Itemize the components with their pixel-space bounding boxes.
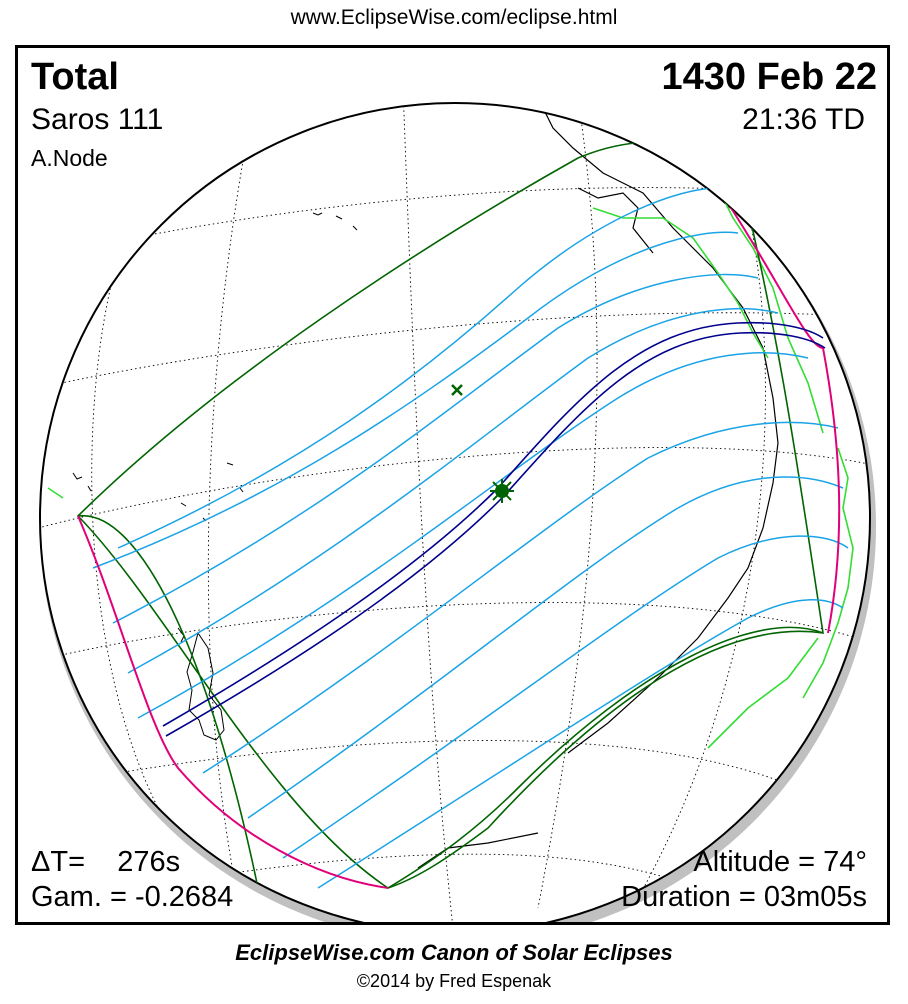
eclipse-map-panel: Total 1430 Feb 22 Saros 111 21:36 TD A.N… bbox=[15, 45, 890, 925]
globe-map bbox=[39, 102, 876, 922]
penumbra-limit-west bbox=[77, 515, 259, 889]
rise-set-curve-east bbox=[717, 187, 841, 634]
eclipse-time: 21:36 TD bbox=[742, 103, 865, 136]
node-label: A.Node bbox=[31, 145, 108, 171]
central-path bbox=[162, 321, 826, 737]
penumbra-limit-south bbox=[387, 626, 824, 889]
duration: Duration = 03m05s bbox=[621, 881, 867, 913]
saros-number: Saros 111 bbox=[31, 103, 164, 136]
altitude: Altitude = 74° bbox=[693, 846, 867, 878]
copyright: ©2014 by Fred Espenak bbox=[356, 971, 552, 991]
delta-t: ΔT= 276s bbox=[31, 846, 181, 878]
eclipse-date: 1430 Feb 22 bbox=[661, 56, 877, 98]
canon-title: EclipseWise.com Canon of Solar Eclipses bbox=[235, 940, 673, 965]
penumbra-limit bbox=[76, 141, 824, 889]
partial-magnitude-curves bbox=[92, 187, 849, 889]
greatest-eclipse-marker bbox=[490, 479, 514, 503]
source-url: www.EclipseWise.com/eclipse.html bbox=[290, 6, 618, 29]
rise-set-curve-west bbox=[77, 515, 389, 889]
sub-solar-point-marker bbox=[451, 384, 463, 396]
eclipse-type: Total bbox=[31, 56, 119, 98]
gamma: Gam. = -0.2684 bbox=[31, 881, 234, 913]
